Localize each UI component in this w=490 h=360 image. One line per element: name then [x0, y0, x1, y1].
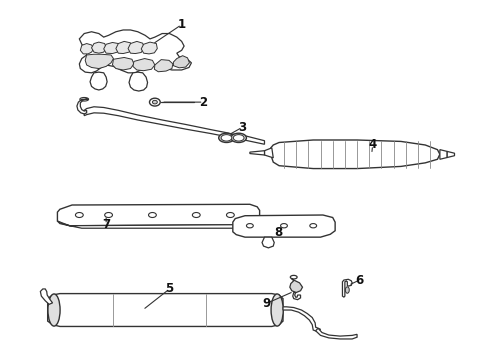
Text: 2: 2 [199, 96, 208, 109]
Polygon shape [250, 151, 265, 155]
Polygon shape [80, 44, 94, 54]
Text: 9: 9 [263, 297, 271, 310]
Text: 1: 1 [177, 18, 186, 31]
Text: 3: 3 [239, 121, 246, 134]
Polygon shape [233, 215, 335, 237]
Polygon shape [40, 289, 52, 304]
Polygon shape [447, 152, 455, 157]
Polygon shape [92, 42, 106, 53]
Ellipse shape [246, 224, 253, 228]
Ellipse shape [105, 212, 113, 217]
Ellipse shape [281, 224, 288, 228]
Text: 4: 4 [368, 139, 377, 152]
Polygon shape [129, 72, 147, 91]
Polygon shape [84, 107, 240, 140]
Polygon shape [283, 307, 320, 332]
Polygon shape [48, 294, 283, 327]
Polygon shape [343, 279, 352, 297]
Ellipse shape [310, 224, 317, 228]
Ellipse shape [345, 287, 349, 293]
Ellipse shape [48, 294, 60, 326]
Polygon shape [113, 58, 134, 70]
Polygon shape [116, 41, 132, 54]
Ellipse shape [152, 100, 157, 104]
Polygon shape [265, 148, 273, 158]
Ellipse shape [231, 133, 246, 143]
Polygon shape [85, 54, 114, 68]
Polygon shape [57, 204, 260, 226]
Polygon shape [290, 278, 302, 293]
Polygon shape [133, 59, 155, 71]
Ellipse shape [233, 135, 244, 141]
Ellipse shape [219, 133, 234, 143]
Polygon shape [154, 60, 173, 72]
Polygon shape [271, 140, 440, 168]
Ellipse shape [148, 212, 156, 217]
Polygon shape [77, 99, 88, 114]
Ellipse shape [221, 135, 232, 141]
Ellipse shape [75, 212, 83, 217]
Polygon shape [79, 30, 192, 73]
Ellipse shape [193, 212, 200, 217]
Polygon shape [293, 293, 300, 300]
Polygon shape [141, 42, 157, 54]
Polygon shape [440, 150, 447, 159]
Polygon shape [90, 72, 107, 90]
Ellipse shape [149, 98, 160, 106]
Polygon shape [262, 237, 274, 248]
Text: 6: 6 [355, 274, 364, 287]
Text: 7: 7 [102, 218, 110, 231]
Ellipse shape [226, 212, 234, 217]
Polygon shape [316, 328, 357, 339]
Text: 5: 5 [165, 283, 173, 296]
Polygon shape [104, 42, 120, 54]
Text: 8: 8 [274, 226, 282, 239]
Ellipse shape [271, 294, 283, 326]
Polygon shape [239, 134, 265, 144]
Polygon shape [128, 41, 144, 54]
Polygon shape [173, 56, 190, 68]
Polygon shape [57, 221, 260, 228]
